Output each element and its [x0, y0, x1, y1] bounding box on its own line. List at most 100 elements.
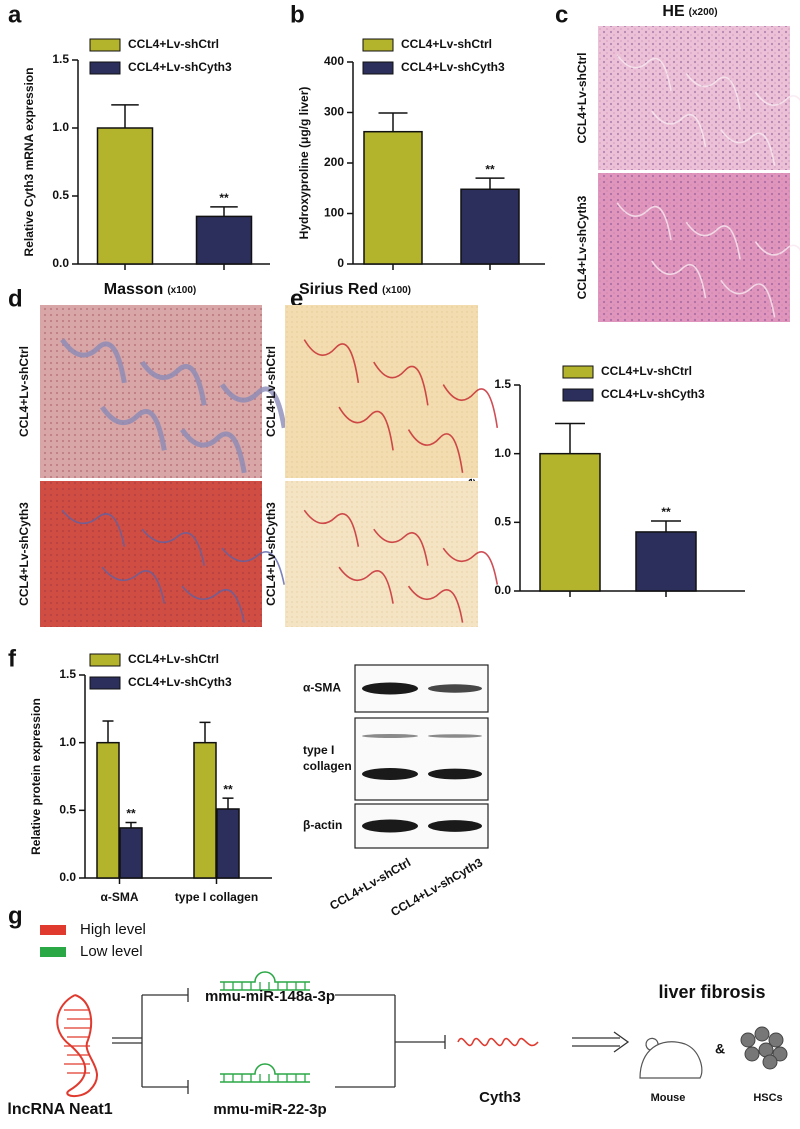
tissue-streak	[180, 428, 247, 474]
y-tick-label: 1.0	[59, 735, 76, 749]
legend-label: CCL4+Lv-shCyth3	[601, 387, 705, 401]
panel-label: d	[8, 285, 23, 312]
cell-icon	[762, 1054, 778, 1070]
tissue-streak	[373, 528, 429, 566]
row-label: CCL4+Lv-shCyth3	[264, 502, 278, 606]
legend-swatch	[89, 676, 121, 690]
significance: **	[219, 191, 229, 205]
legend-swatch	[362, 38, 394, 52]
mirna-label: mmu-miR-148a-3p	[205, 988, 335, 1005]
bar	[460, 188, 520, 265]
micrograph-texture	[40, 481, 262, 627]
y-tick-label: 400	[324, 54, 344, 68]
legend-label: CCL4+Lv-shCtrl	[601, 364, 692, 378]
blot-band	[362, 682, 418, 695]
double-arrow	[572, 1031, 630, 1053]
tissue-streak	[100, 405, 167, 451]
mirna-shape	[220, 1063, 310, 1083]
tissue-streak	[60, 338, 127, 384]
panel-title-text: Sirius Red	[299, 281, 378, 298]
legend-label: CCL4+Lv-shCyth3	[128, 675, 232, 689]
tissue-streak	[407, 585, 464, 623]
outcome-label: liver fibrosis	[658, 982, 765, 1002]
legend-label: CCL4+Lv-shCtrl	[128, 652, 219, 666]
legend-label: High level	[80, 921, 146, 938]
y-tick-label: 0.5	[494, 515, 511, 529]
tissue-streak	[61, 509, 126, 547]
tissue-streak	[754, 91, 800, 106]
x-tick-label: type I collagen	[175, 890, 258, 904]
bar	[96, 741, 120, 879]
y-tick-label: 100	[324, 206, 344, 220]
tissue-streak	[303, 509, 360, 547]
legend-swatch	[362, 61, 394, 75]
tissue-streak	[101, 566, 166, 604]
tissue-streak	[442, 547, 499, 585]
magnification: (x100)	[382, 285, 411, 296]
legend-swatch	[89, 653, 121, 667]
target-shape	[457, 1037, 539, 1047]
x-tick-label: α-SMA	[100, 890, 138, 904]
panel-title: HE (x200)	[662, 3, 717, 20]
tissue-streak	[407, 429, 464, 473]
y-tick-label: 0	[337, 256, 344, 270]
lncrna-shape	[56, 994, 98, 1097]
panel-label: b	[290, 1, 305, 28]
y-axis-label: Relative Cyth3 mRNA expression	[22, 68, 36, 257]
micrograph-texture	[285, 481, 478, 627]
cell-icon	[768, 1032, 784, 1048]
y-tick-label: 1.0	[52, 120, 69, 134]
bar	[195, 215, 253, 265]
legend-label: CCL4+Lv-shCyth3	[401, 60, 505, 74]
blot-band	[428, 768, 482, 780]
model-label: HSCs	[753, 1092, 782, 1104]
connector-label: &	[715, 1041, 725, 1057]
y-tick-label: 1.5	[52, 52, 69, 66]
y-tick-label: 1.5	[494, 377, 511, 391]
row-label: CCL4+Lv-shCtrl	[17, 346, 31, 437]
y-tick-label: 0.0	[59, 870, 76, 884]
row-label: CCL4+Lv-shCtrl	[575, 52, 589, 143]
y-tick-label: 0.0	[52, 256, 69, 270]
mouse-icon	[639, 1037, 703, 1079]
tissue-streak	[442, 384, 499, 428]
tissue-streak	[616, 202, 672, 241]
magnification: (x100)	[167, 285, 196, 296]
tissue-streak	[338, 406, 394, 451]
legend-swatch	[40, 925, 66, 935]
significance: **	[661, 505, 671, 519]
tissue-streak	[651, 110, 707, 148]
bar	[539, 452, 601, 592]
legend-swatch	[89, 38, 121, 52]
tissue-streak	[140, 360, 207, 406]
bar	[363, 130, 423, 265]
y-tick-label: 200	[324, 155, 344, 169]
source-label: lncRNA Neat1	[7, 1101, 112, 1118]
bar	[635, 531, 697, 592]
legend-label: CCL4+Lv-shCtrl	[401, 37, 492, 51]
legend-swatch	[40, 947, 66, 957]
tissue-streak	[181, 585, 246, 623]
tissue-streak	[616, 54, 672, 91]
panel-label: a	[8, 1, 22, 28]
tissue-streak	[685, 221, 741, 260]
significance: **	[126, 807, 136, 821]
blot-band	[362, 768, 418, 780]
legend-label: Low level	[80, 943, 143, 960]
panel-title: Sirius Red (x100)	[299, 281, 411, 298]
cell-icon	[772, 1046, 788, 1062]
row-label: CCL4+Lv-shCtrl	[264, 346, 278, 437]
tissue-streak	[219, 383, 287, 429]
mirna-shape	[220, 971, 310, 991]
y-tick-label: 1.0	[494, 446, 511, 460]
blot-row-label: collagen	[303, 759, 352, 773]
bar	[193, 741, 217, 879]
panel-label: f	[8, 645, 17, 672]
y-axis-label: Hydroxyproline (μg/g liver)	[297, 87, 311, 240]
model-label: Mouse	[651, 1092, 686, 1104]
significance: **	[485, 162, 495, 176]
tissue-streak	[720, 279, 776, 318]
tissue-streak	[720, 129, 776, 166]
panel-label: g	[8, 902, 23, 929]
blot-band	[362, 819, 418, 833]
